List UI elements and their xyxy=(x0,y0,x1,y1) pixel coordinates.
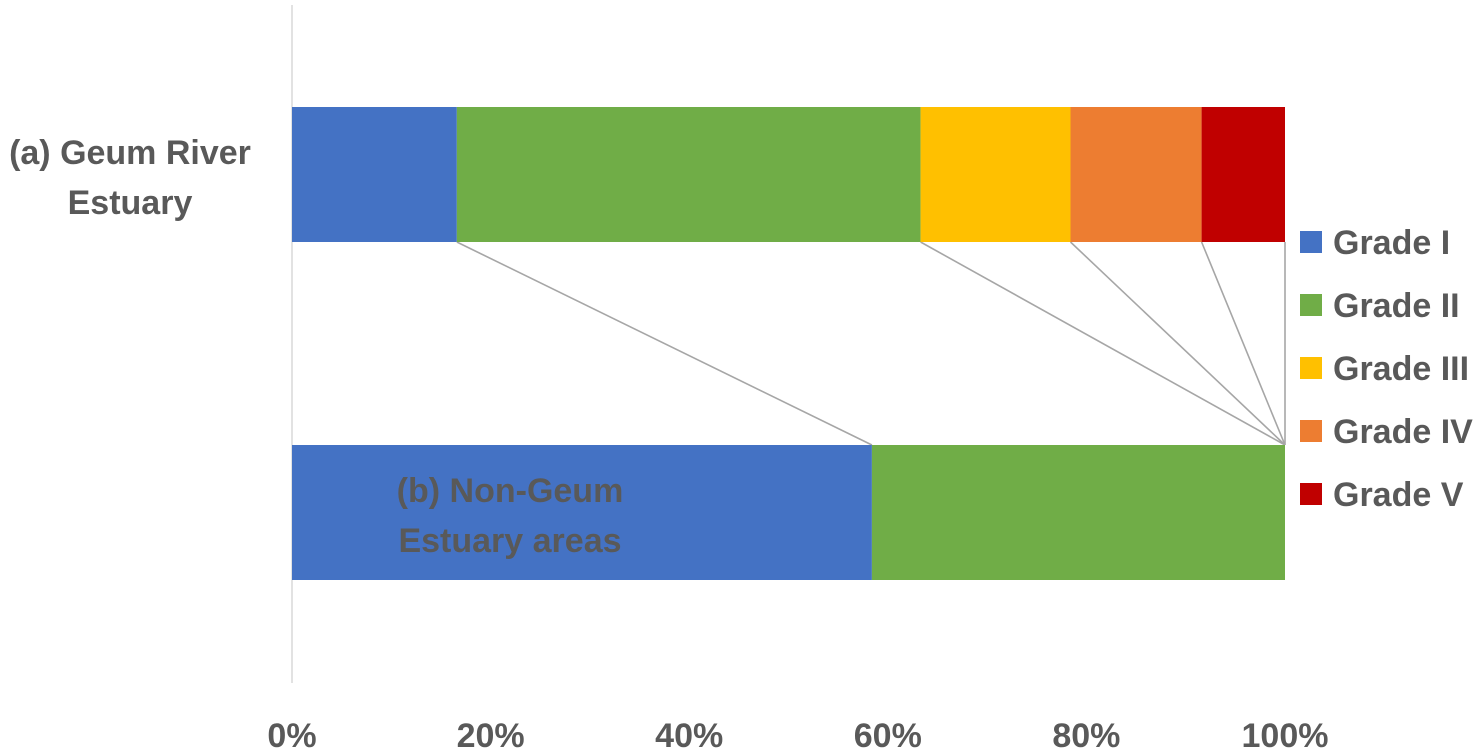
series-line-grade-iv xyxy=(1200,241,1286,446)
bar-segment-grade-i-cat-1 xyxy=(292,107,457,242)
x-tick-label: 40% xyxy=(655,717,723,755)
bars-layer xyxy=(292,107,1285,580)
category-label-2: (b) Non-Geum Estuary areas xyxy=(397,472,624,560)
x-tick-label: 100% xyxy=(1242,717,1329,755)
category-labels: (a) Geum River Estuary (b) Non-Geum Estuary… xyxy=(9,134,623,560)
series-line-grade-ii xyxy=(920,241,1286,446)
legend-swatch-grade-i xyxy=(1300,231,1322,253)
legend-label-grade-v: Grade V xyxy=(1333,476,1464,514)
legend-swatch-grade-ii xyxy=(1300,294,1322,316)
x-tick-label: 80% xyxy=(1052,717,1120,755)
category-label-1: (a) Geum River Estuary xyxy=(9,134,251,222)
legend-swatch-grade-v xyxy=(1300,483,1322,505)
legend-label-grade-i: Grade I xyxy=(1333,224,1450,262)
x-tick-labels: 0% 20% 40% 60% 80% 100% xyxy=(267,717,1328,755)
bar-segment-grade-ii-cat-2 xyxy=(871,445,1285,580)
bar-segment-grade-ii-cat-1 xyxy=(456,107,921,242)
x-tick-label: 0% xyxy=(267,717,316,755)
legend: Grade I Grade II Grade III Grade IV Grade V xyxy=(1300,224,1473,514)
bar-segment-grade-v-cat-1 xyxy=(1201,107,1285,242)
bar-segment-grade-i-cat-2 xyxy=(292,445,872,580)
series-line-grade-i xyxy=(456,241,873,446)
legend-label-grade-iv: Grade IV xyxy=(1333,413,1473,451)
series-line-grade-iii xyxy=(1069,241,1286,446)
legend-label-grade-ii: Grade II xyxy=(1333,287,1460,325)
bar-segment-grade-iii-cat-1 xyxy=(920,107,1071,242)
bar-segment-grade-iv-cat-1 xyxy=(1070,107,1202,242)
series-connector-lines xyxy=(456,241,1286,446)
legend-swatch-grade-iii xyxy=(1300,357,1322,379)
x-tick-label: 60% xyxy=(854,717,922,755)
x-tick-label: 20% xyxy=(457,717,525,755)
legend-label-grade-iii: Grade III xyxy=(1333,350,1469,388)
legend-swatch-grade-iv xyxy=(1300,420,1322,442)
